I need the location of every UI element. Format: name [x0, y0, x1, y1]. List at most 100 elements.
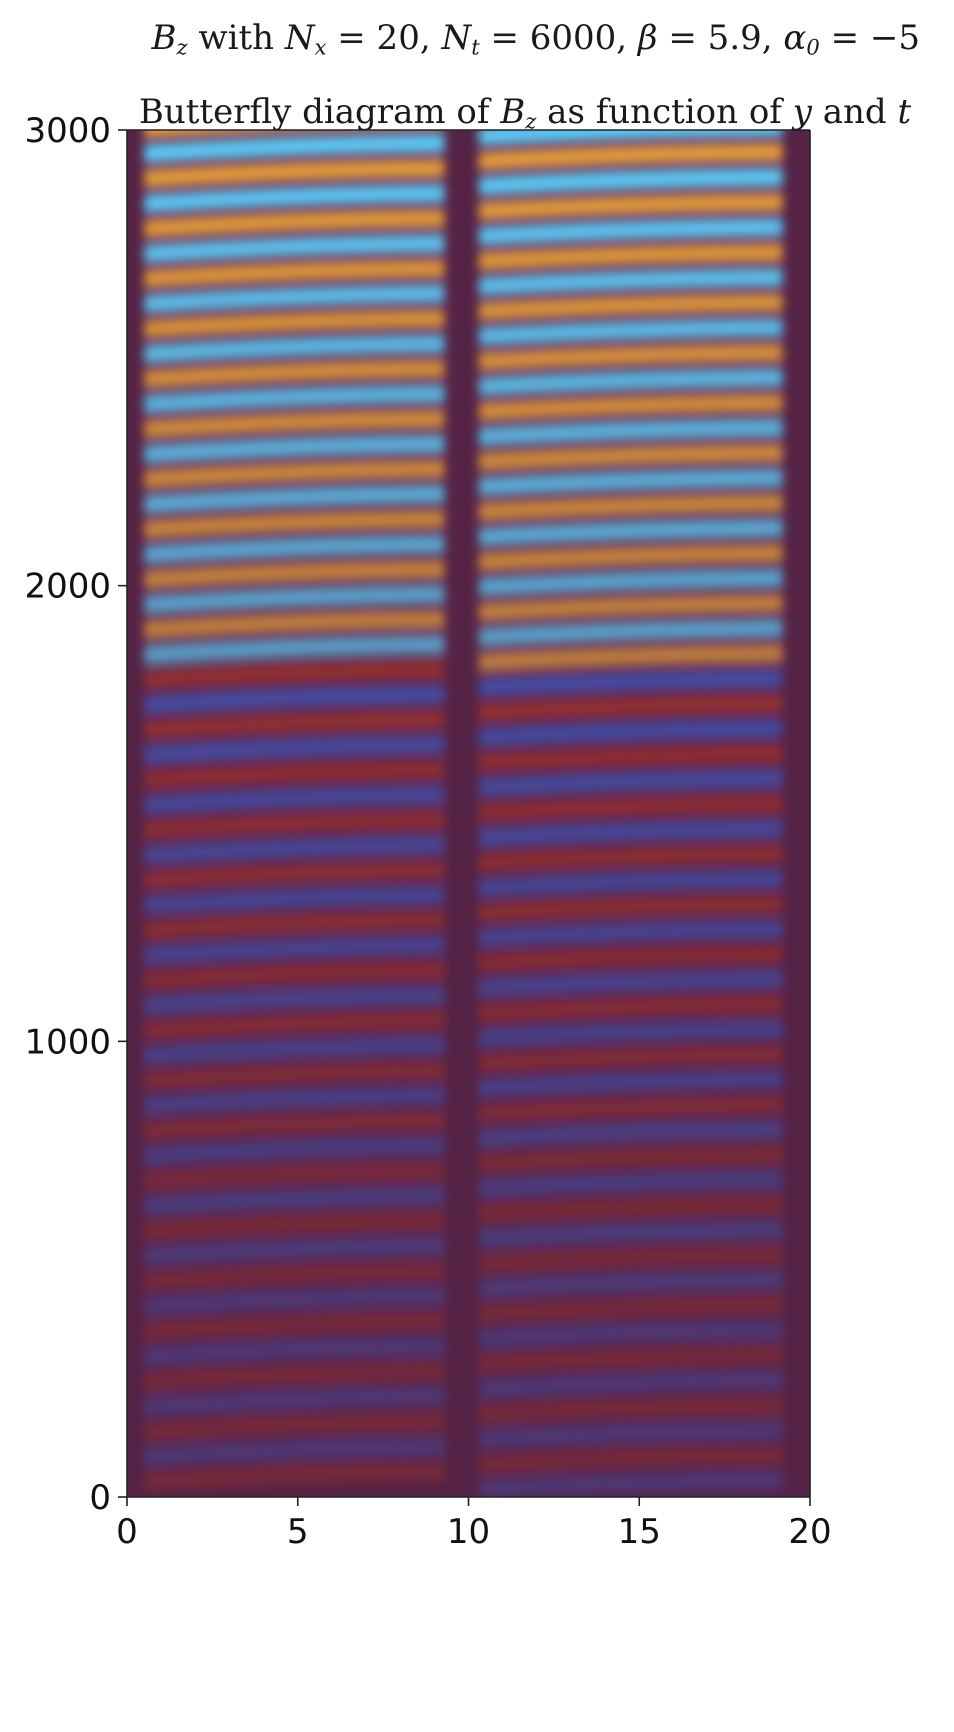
band-left: [144, 359, 445, 389]
band-right: [478, 693, 783, 723]
band-left: [144, 985, 445, 1016]
x-tick-label: 15: [618, 1512, 661, 1552]
band-left: [144, 158, 445, 189]
x-tick-label: 5: [287, 1512, 309, 1552]
band-left: [144, 609, 445, 640]
band-left: [144, 130, 319, 139]
band-right: [478, 1345, 783, 1374]
band-right: [478, 543, 783, 572]
band-right: [478, 1119, 783, 1149]
band-left: [144, 960, 445, 991]
band-right: [478, 518, 783, 547]
band-right: [478, 1270, 783, 1299]
band-left: [144, 1010, 445, 1041]
band-left: [144, 183, 445, 214]
title-with: with: [187, 18, 285, 58]
band-right: [478, 1445, 783, 1474]
band-right: [478, 1019, 783, 1048]
title-nt-sub: t: [471, 34, 480, 60]
band-left: [144, 810, 445, 840]
band-right: [478, 418, 783, 447]
band-left: [144, 710, 445, 740]
subtitle-middle: as function of: [536, 92, 793, 132]
y-tick-label: 2000: [24, 567, 111, 607]
band-right: [478, 1320, 783, 1349]
band-right: [478, 1295, 783, 1324]
band-left: [144, 935, 445, 966]
subtitle-var-b: B: [500, 92, 526, 132]
band-right: [478, 242, 783, 271]
band-right: [478, 593, 783, 622]
band-left: [144, 1286, 445, 1317]
band-right: [478, 1420, 783, 1449]
band-left: [144, 258, 445, 289]
band-right: [478, 819, 783, 848]
band-left: [144, 1186, 445, 1216]
band-right: [478, 1470, 783, 1497]
band-right: [478, 668, 783, 698]
title-var-b: B: [151, 18, 177, 58]
band-left: [144, 1060, 445, 1091]
band-right: [478, 368, 783, 397]
band-left: [144, 1361, 445, 1392]
band-right: [478, 192, 783, 221]
y-tick-label: 3000: [24, 111, 111, 151]
heatmap-bands: [144, 92, 783, 1497]
band-right: [478, 1094, 783, 1124]
band-left: [144, 760, 445, 790]
band-right: [478, 718, 783, 748]
band-left: [144, 885, 445, 916]
band-right: [478, 894, 783, 923]
band-right: [478, 443, 783, 472]
band-left: [144, 384, 445, 414]
band-left: [144, 1336, 445, 1367]
chart-title: Bz with Nx = 20, Nt = 6000, β = 5.9, α0 …: [0, 18, 954, 59]
band-right: [478, 130, 783, 146]
band-right: [479, 92, 783, 120]
band-right: [478, 769, 783, 798]
band-right: [478, 1044, 783, 1073]
band-left: [144, 559, 445, 590]
band-right: [478, 1170, 783, 1199]
subtitle-t: t: [897, 92, 912, 132]
band-left: [144, 584, 445, 615]
title-alpha: α: [783, 18, 807, 58]
band-right: [478, 343, 783, 372]
title-alpha-sub: 0: [806, 34, 820, 60]
title-beta: β: [637, 18, 658, 58]
band-right: [478, 869, 783, 898]
title-alpha-value: = −5: [819, 18, 920, 58]
band-left: [144, 133, 445, 164]
band-right: [478, 1195, 783, 1224]
title-beta-value: = 5.9,: [657, 18, 784, 58]
band-right: [478, 1220, 783, 1249]
band-left: [144, 785, 445, 815]
band-left: [144, 1136, 445, 1166]
band-left: [144, 1461, 445, 1492]
y-tick-label: 0: [89, 1478, 111, 1518]
band-left: [144, 735, 445, 765]
band-left: [144, 1411, 445, 1442]
band-right: [478, 142, 783, 171]
band-left: [144, 534, 445, 565]
band-right: [478, 1370, 783, 1399]
band-right: [478, 744, 783, 773]
band-right: [478, 919, 783, 948]
title-nx-value: = 20,: [326, 18, 442, 58]
band-left: [144, 835, 445, 865]
band-left: [144, 284, 445, 314]
subtitle-and: and: [811, 92, 898, 132]
x-tick-label: 0: [116, 1512, 138, 1552]
band-left: [144, 484, 445, 515]
band-left: [144, 459, 445, 490]
x-tick-label: 10: [447, 1512, 490, 1552]
band-left: [144, 509, 445, 540]
band-right: [478, 568, 783, 597]
band-left: [144, 910, 445, 941]
y-tick-label: 1000: [24, 1022, 111, 1062]
title-nx-sub: x: [314, 34, 327, 60]
band-right: [478, 969, 783, 998]
band-right: [478, 794, 783, 823]
subtitle-y: y: [792, 92, 812, 132]
